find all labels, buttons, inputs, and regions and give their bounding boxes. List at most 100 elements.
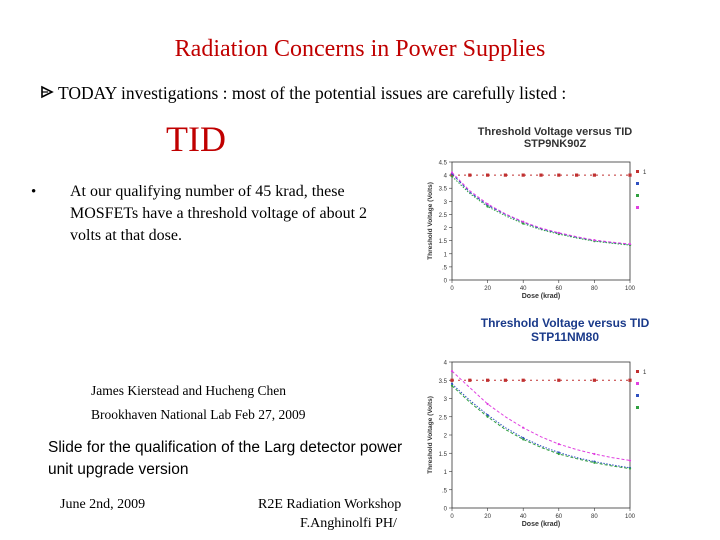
y-tick-label: 0 [444,507,448,513]
data-point [486,205,489,208]
data-point [450,173,454,177]
data-point [628,467,632,470]
y-tick-label: 4 [444,174,448,180]
credit-institution: Brookhaven National Lab Feb 27, 2009 [91,407,306,422]
data-point [503,378,507,382]
section-heading: TID [166,119,226,159]
data-point [628,459,632,462]
data-point [450,171,454,174]
x-axis-label: Dose (krad) [522,293,561,300]
x-tick-label: 100 [625,286,636,292]
y-tick-label: .5 [442,265,448,271]
legend-label: 1 [643,370,647,376]
data-point [521,173,525,177]
y-tick-label: 1.5 [439,452,448,458]
footer-workshop: R2E Radiation Workshop [258,497,402,512]
y-axis-label: Threshold Voltage (Volts) [427,182,434,260]
data-point [522,222,525,225]
y-tick-label: 4 [444,361,448,367]
data-point [486,413,489,417]
x-tick-label: 20 [484,514,491,520]
data-point [521,378,525,382]
series-line [451,385,631,470]
slide-title: Radiation Concerns in Power Supplies [174,36,546,62]
slide-note: Slide for the qualification of the Larg … [48,439,403,478]
series-line [451,383,631,469]
data-point [557,378,561,382]
y-tick-label: 0 [444,279,448,285]
data-point [557,443,560,446]
data-point [486,202,489,206]
y-tick-label: 1.5 [439,239,448,245]
y-axis-label: Threshold Voltage (Volts) [427,396,434,474]
data-point [468,378,472,382]
y-tick-label: 2.5 [439,213,448,219]
data-point [503,173,507,177]
y-tick-label: 2 [444,434,448,440]
data-point [450,384,454,387]
bullet-dot-icon: • [31,184,37,200]
x-tick-label: 0 [450,286,454,292]
y-tick-label: .5 [442,488,448,494]
plot-area [451,361,631,509]
x-axis-label: Dose (krad) [522,521,561,528]
y-tick-label: 2 [444,226,448,232]
footer-date: June 2nd, 2009 [60,497,146,512]
y-tick-label: 1 [444,470,448,476]
legend-marker [636,170,639,173]
data-point [593,452,596,456]
data-point [468,173,472,177]
bullet-text: At our qualifying number of 45 krad, the… [70,183,368,244]
y-tick-label: 4.5 [439,161,448,167]
data-point [486,402,489,406]
x-tick-label: 60 [555,286,562,292]
series-line [451,370,631,461]
y-tick-label: 2.5 [439,415,448,421]
credit-authors: James Kierstead and Hucheng Chen [91,383,286,398]
data-point [557,452,560,456]
data-point [450,370,454,373]
data-point [522,426,525,429]
data-point [628,173,632,177]
series-line [451,176,631,246]
plot-area [451,161,631,281]
x-tick-label: 20 [484,286,491,292]
data-point [557,173,561,177]
x-tick-label: 100 [625,514,636,520]
y-tick-label: 3 [444,397,448,403]
x-tick-label: 80 [591,514,598,520]
legend-marker [636,370,639,373]
data-point [522,438,525,441]
x-tick-label: 40 [520,286,527,292]
data-point [593,239,596,242]
arrow-bullet-icon [40,83,54,104]
data-point [486,378,490,382]
y-tick-label: 3 [444,200,448,206]
chart1-threshold-vs-tid: 0 .5 1 1.5 2 2.5 3 3.5 4 4.5 0 20 40 60 80 100 Dose (kra… [427,161,647,301]
data-point [450,382,454,385]
legend-marker [636,394,639,397]
subtitle-text: TODAY investigations : most of the poten… [58,83,567,103]
data-point [450,378,454,382]
footer-author: F.Anghinolfi PH/ [300,516,397,531]
data-point [486,415,489,418]
data-point [557,231,560,234]
subtitle-line: TODAY investigations : most of the poten… [40,83,566,104]
data-point [628,378,632,382]
data-point [450,175,454,178]
data-point [628,242,632,246]
legend-marker [636,182,639,185]
data-point [522,220,525,223]
data-point [486,173,490,177]
x-tick-label: 60 [555,514,562,520]
data-point [575,173,579,177]
legend-marker [636,194,639,197]
series-line [451,172,631,245]
chart2-title: Threshold Voltage versus TID STP11NM80 [480,316,650,344]
data-point [592,378,596,382]
data-point [593,461,596,464]
y-tick-label: 1 [444,252,448,258]
legend-marker [636,382,639,385]
data-point [592,173,596,177]
